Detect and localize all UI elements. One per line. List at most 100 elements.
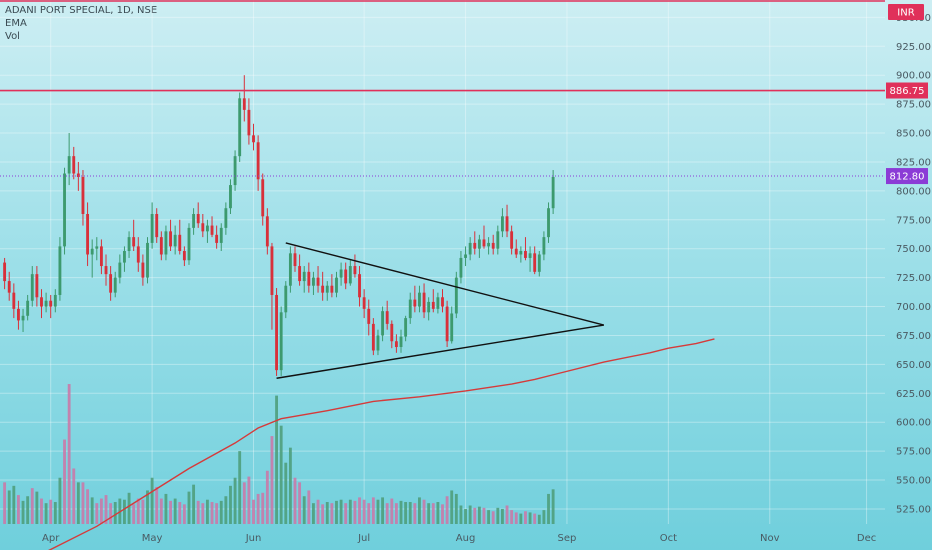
candle: [141, 254, 145, 286]
candle-body: [127, 237, 131, 252]
candle: [348, 260, 352, 286]
y-tick-label: 600.00: [896, 418, 931, 429]
candle-body: [524, 251, 527, 258]
candle-body: [76, 173, 80, 177]
candle: [63, 167, 66, 255]
candle: [390, 320, 394, 349]
volume-bar: [109, 503, 113, 524]
candle-body: [450, 313, 454, 342]
candle: [136, 237, 140, 272]
volume-bar: [146, 490, 149, 524]
volume-bar: [12, 485, 16, 524]
candle: [118, 254, 122, 284]
candle: [3, 257, 7, 290]
volume-bar: [348, 499, 352, 524]
candle: [210, 216, 214, 238]
volume-bar: [192, 484, 196, 524]
candle: [279, 306, 283, 376]
candle: [362, 289, 366, 319]
volume-bar: [441, 504, 444, 524]
candle: [408, 292, 412, 324]
x-tick-label: Sep: [558, 533, 577, 544]
candle: [247, 98, 251, 145]
candle-body: [205, 225, 209, 232]
volume-bar: [95, 503, 99, 524]
candle: [547, 202, 550, 243]
candle-body: [510, 231, 514, 249]
candle-body: [427, 301, 431, 313]
candle: [205, 219, 209, 243]
volume-bar: [473, 507, 477, 524]
volume-bar: [537, 514, 541, 524]
volume-bar: [390, 498, 394, 524]
volume-bar: [58, 477, 62, 524]
candle: [21, 308, 25, 332]
candle-body: [44, 300, 48, 307]
candle: [537, 251, 541, 277]
candle-body: [519, 251, 523, 255]
candle: [491, 234, 495, 255]
volume-bar: [385, 503, 389, 524]
volume-bar: [72, 468, 76, 524]
candle-body: [477, 239, 481, 249]
candle: [86, 202, 90, 267]
candle-body: [49, 300, 53, 307]
candle: [109, 266, 113, 301]
candle: [58, 237, 62, 301]
candle: [293, 246, 297, 272]
candle-body: [118, 262, 122, 278]
volume-bar: [358, 497, 361, 524]
candle-body: [164, 231, 168, 255]
candle: [49, 294, 53, 319]
volume-bar: [445, 496, 449, 524]
volume-bar: [371, 497, 375, 524]
volume-indicator-label[interactable]: Vol: [5, 31, 20, 42]
candle-body: [381, 311, 385, 336]
volume-bar: [173, 498, 177, 524]
x-tick-label: Jul: [357, 533, 370, 544]
volume-bar: [90, 497, 94, 524]
candle: [330, 274, 334, 298]
volume-bar: [233, 477, 237, 524]
candle-body: [496, 231, 500, 249]
y-tick-label: 925.00: [896, 42, 931, 53]
candle-body: [104, 266, 108, 275]
candle-body: [215, 234, 219, 243]
candle-body: [63, 173, 66, 247]
candle: [169, 219, 172, 252]
candle-body: [40, 297, 43, 307]
candle-body: [376, 335, 380, 351]
candle: [99, 239, 103, 275]
volume-bar: [86, 489, 90, 524]
candle: [233, 150, 237, 191]
volume-bar: [404, 502, 408, 524]
volume-bar: [81, 482, 85, 524]
currency-badge: [888, 4, 924, 20]
volume-bar: [187, 491, 191, 524]
ema-indicator-label[interactable]: EMA: [5, 18, 27, 29]
candle: [464, 246, 467, 267]
candle-body: [288, 253, 292, 286]
candle: [500, 208, 504, 238]
ema-line: [48, 338, 715, 550]
candle: [431, 289, 435, 313]
symbol-title[interactable]: ADANI PORT SPECIAL, 1D, NSE: [5, 5, 158, 16]
candle: [113, 271, 117, 298]
candle: [242, 75, 246, 122]
candle-body: [464, 254, 467, 258]
volume-bar: [3, 482, 7, 524]
y-tick-label: 675.00: [896, 331, 931, 342]
candle: [229, 179, 232, 214]
volume-bar: [519, 513, 523, 524]
candle: [394, 334, 398, 353]
candle: [427, 297, 431, 321]
candle-body: [436, 297, 440, 309]
candle: [81, 170, 85, 226]
candle-body: [551, 176, 555, 209]
volume-bar: [63, 439, 66, 524]
candle-body: [514, 248, 518, 255]
candle-body: [21, 315, 25, 321]
volume-bar: [325, 502, 329, 524]
volume-bar: [270, 436, 274, 524]
